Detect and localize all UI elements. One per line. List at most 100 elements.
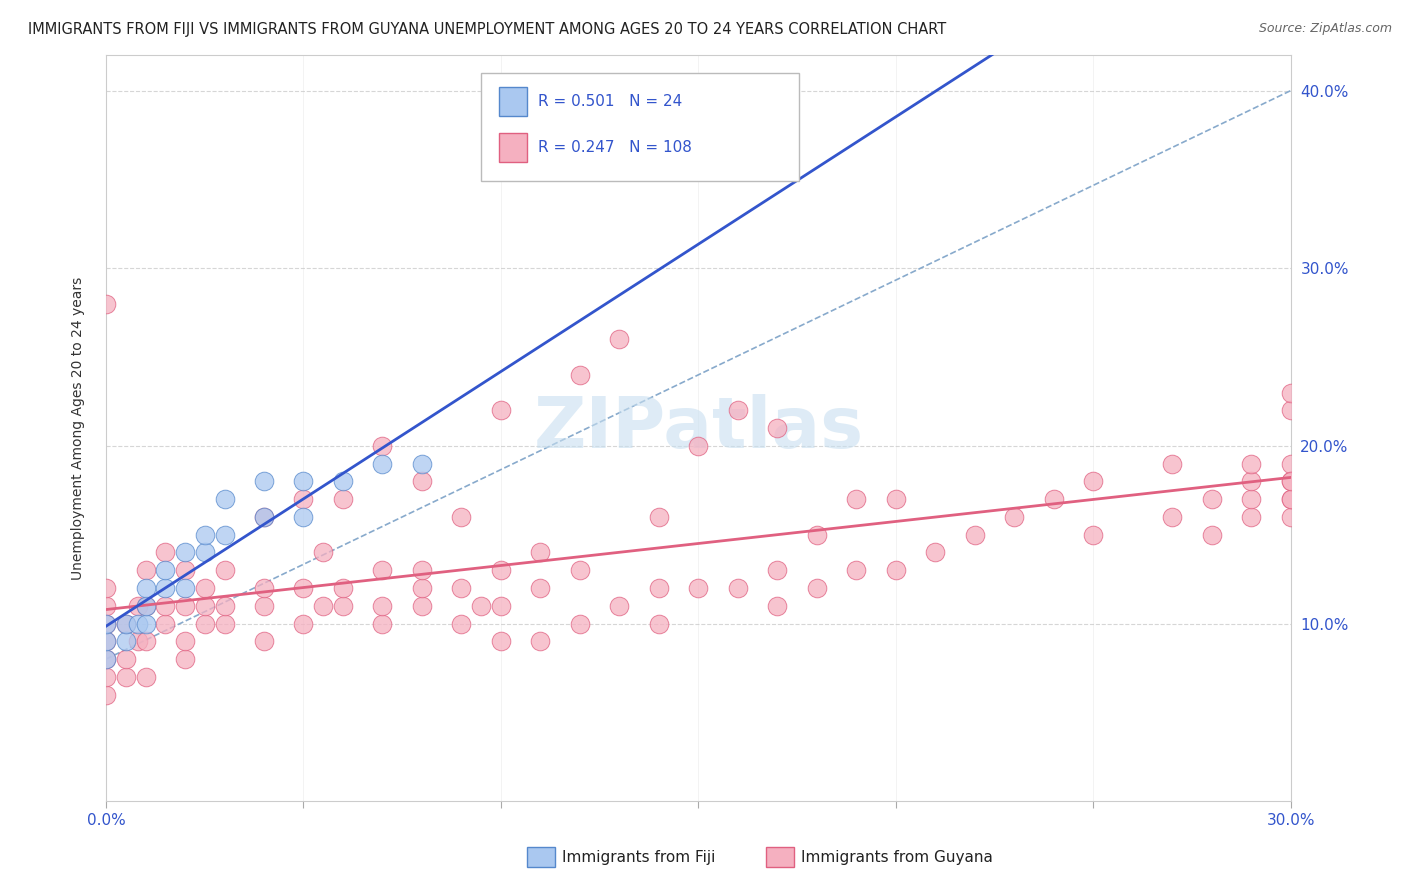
Point: [766, 421, 789, 435]
Point: [94, 652, 117, 666]
Point: [94, 652, 117, 666]
Point: [253, 475, 276, 489]
Point: [253, 599, 276, 613]
Point: [135, 599, 157, 613]
Point: [174, 634, 197, 648]
Point: [155, 563, 177, 577]
Point: [845, 563, 868, 577]
Point: [253, 581, 276, 595]
Point: [155, 545, 177, 559]
Point: [688, 439, 710, 453]
Point: [332, 581, 354, 595]
Point: [1279, 475, 1302, 489]
Point: [1279, 492, 1302, 507]
Point: [292, 581, 315, 595]
Point: [174, 545, 197, 559]
Point: [214, 563, 236, 577]
Point: [292, 616, 315, 631]
Point: [135, 670, 157, 684]
Point: [411, 599, 433, 613]
Text: ZIPatlas: ZIPatlas: [533, 393, 863, 463]
Point: [727, 403, 749, 417]
Point: [94, 688, 117, 702]
Point: [253, 510, 276, 524]
Point: [214, 492, 236, 507]
Point: [371, 616, 394, 631]
Point: [174, 581, 197, 595]
Point: [194, 581, 217, 595]
Point: [884, 492, 907, 507]
Point: [1240, 475, 1263, 489]
Point: [568, 616, 591, 631]
Point: [727, 581, 749, 595]
Point: [1240, 492, 1263, 507]
Point: [127, 634, 149, 648]
Point: [1042, 492, 1064, 507]
Point: [648, 581, 671, 595]
Point: [766, 599, 789, 613]
Point: [94, 670, 117, 684]
Point: [94, 634, 117, 648]
Point: [332, 599, 354, 613]
Point: [1083, 475, 1105, 489]
Point: [332, 475, 354, 489]
Point: [411, 563, 433, 577]
Point: [94, 581, 117, 595]
Point: [312, 599, 335, 613]
Point: [568, 368, 591, 382]
Point: [127, 616, 149, 631]
Point: [371, 563, 394, 577]
Point: [214, 527, 236, 541]
Point: [155, 616, 177, 631]
Point: [174, 652, 197, 666]
Point: [924, 545, 946, 559]
Point: [411, 581, 433, 595]
Point: [135, 563, 157, 577]
Point: [292, 492, 315, 507]
Point: [1240, 457, 1263, 471]
Point: [648, 616, 671, 631]
Point: [135, 616, 157, 631]
Point: [411, 475, 433, 489]
Point: [214, 616, 236, 631]
Point: [1201, 527, 1223, 541]
Point: [174, 599, 197, 613]
Point: [371, 599, 394, 613]
Point: [1161, 457, 1184, 471]
Point: [371, 457, 394, 471]
Point: [114, 634, 136, 648]
Point: [127, 599, 149, 613]
Point: [94, 297, 117, 311]
Text: IMMIGRANTS FROM FIJI VS IMMIGRANTS FROM GUYANA UNEMPLOYMENT AMONG AGES 20 TO 24 : IMMIGRANTS FROM FIJI VS IMMIGRANTS FROM …: [28, 22, 946, 37]
Point: [470, 599, 492, 613]
Point: [253, 510, 276, 524]
Point: [489, 403, 512, 417]
Point: [806, 527, 828, 541]
Point: [114, 616, 136, 631]
Point: [1201, 492, 1223, 507]
Point: [1279, 510, 1302, 524]
Y-axis label: Unemployment Among Ages 20 to 24 years: Unemployment Among Ages 20 to 24 years: [72, 277, 86, 580]
Point: [135, 634, 157, 648]
Point: [135, 599, 157, 613]
Point: [155, 599, 177, 613]
Point: [332, 492, 354, 507]
Point: [806, 581, 828, 595]
Point: [253, 634, 276, 648]
Point: [94, 616, 117, 631]
Point: [114, 670, 136, 684]
Point: [1279, 457, 1302, 471]
Point: [292, 475, 315, 489]
Point: [489, 563, 512, 577]
Text: Immigrants from Guyana: Immigrants from Guyana: [801, 850, 993, 864]
Point: [174, 563, 197, 577]
Point: [292, 510, 315, 524]
Point: [489, 634, 512, 648]
Point: [1279, 403, 1302, 417]
Point: [529, 545, 551, 559]
Point: [450, 510, 472, 524]
Point: [568, 563, 591, 577]
Point: [1279, 475, 1302, 489]
Point: [114, 652, 136, 666]
Point: [94, 599, 117, 613]
